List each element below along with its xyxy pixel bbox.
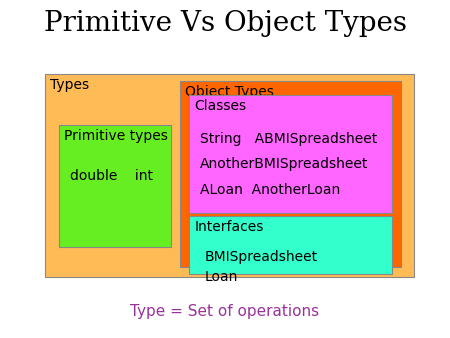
Text: Types: Types bbox=[50, 78, 90, 92]
Text: Object Types: Object Types bbox=[185, 85, 274, 99]
Text: BMISpreadsheet: BMISpreadsheet bbox=[205, 250, 318, 264]
FancyBboxPatch shape bbox=[189, 95, 392, 213]
Text: Classes: Classes bbox=[194, 99, 247, 113]
FancyBboxPatch shape bbox=[189, 216, 392, 274]
Text: Type = Set of operations: Type = Set of operations bbox=[130, 304, 320, 319]
FancyBboxPatch shape bbox=[45, 74, 414, 277]
Text: Loan: Loan bbox=[205, 270, 238, 284]
Text: Primitive types: Primitive types bbox=[64, 129, 168, 143]
FancyBboxPatch shape bbox=[58, 125, 171, 247]
Text: Primitive Vs Object Types: Primitive Vs Object Types bbox=[44, 10, 406, 37]
Text: ALoan  AnotherLoan: ALoan AnotherLoan bbox=[200, 183, 341, 196]
FancyBboxPatch shape bbox=[180, 81, 400, 267]
Text: String   ABMISpreadsheet: String ABMISpreadsheet bbox=[200, 132, 378, 146]
Text: double    int: double int bbox=[70, 169, 153, 183]
Text: Interfaces: Interfaces bbox=[194, 220, 264, 234]
Text: AnotherBMISpreadsheet: AnotherBMISpreadsheet bbox=[200, 157, 369, 171]
